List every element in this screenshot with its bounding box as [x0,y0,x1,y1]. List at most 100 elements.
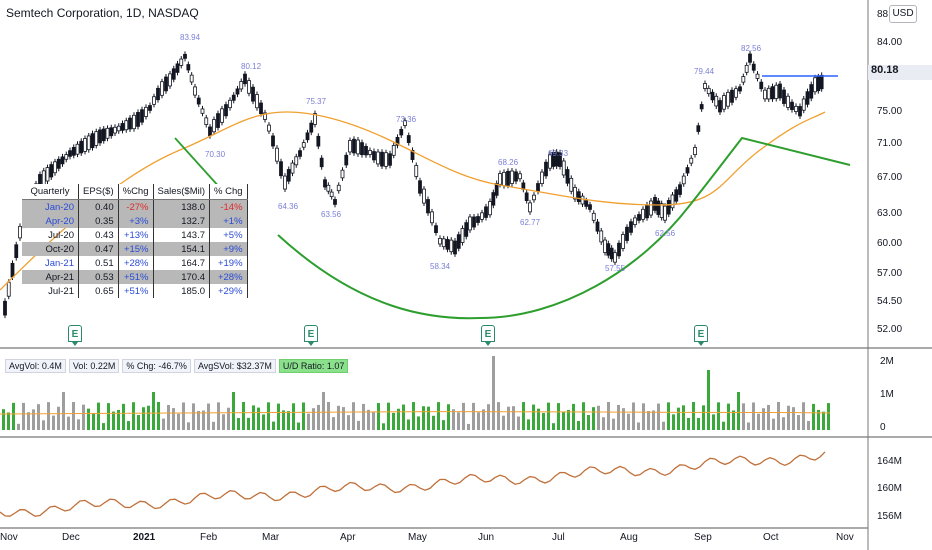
volume-bar [362,403,365,430]
volume-bar [232,392,235,430]
candle-body [670,194,675,209]
candle-body [748,53,752,63]
candle-body [71,147,76,156]
volume-bar [422,406,425,430]
volume-bar [752,402,755,430]
volume-bar [557,403,560,430]
volume-bar [352,402,355,430]
volume-bar [542,413,545,430]
volume-bar [102,423,105,430]
candle-body [60,156,65,165]
volume-bar [622,408,625,430]
candle-body [183,53,187,59]
candle-body [376,151,380,165]
quarter-cell: Jan-20 [22,199,79,214]
volume-bar [392,412,395,430]
volume-bar [492,356,495,430]
candle-body [472,216,476,228]
table-row: Apr-21 0.53 +51% 170.4 +28% [22,270,248,284]
candle-body [286,169,291,182]
sales-change-cell: +28% [209,270,248,284]
volume-bar [147,405,150,430]
candle-body [666,200,671,215]
price-axis-label: 54.50 [877,296,903,307]
candle-body [494,183,499,196]
candle-body [329,191,334,197]
candle-body [524,192,529,202]
candle-body [189,74,194,83]
candle-body [476,216,480,223]
volume-bar [187,422,190,430]
candle-body [659,203,664,218]
candle-body [86,135,91,151]
volume-bar [22,402,25,430]
volume-bar [607,402,610,430]
earnings-marker-icon[interactable]: E [694,325,708,346]
candle-body [344,154,349,166]
volume-bar [707,370,710,430]
volume-bar [427,406,430,430]
volume-bar [697,417,700,430]
eps-change-cell: -27% [118,199,154,214]
volume-bar [792,407,795,430]
price-axis-label: 75.00 [877,106,903,117]
candle-body [105,127,110,139]
candle-body [6,281,11,297]
eps-change-cell: +3% [118,214,154,228]
volume-bar [217,402,220,430]
sales-cell: 185.0 [153,284,211,298]
rs-axis-label: 164M [877,456,903,467]
candle-body [193,86,197,96]
volume-bar [602,417,605,430]
candle-body [75,143,80,155]
candle-body [10,262,15,278]
candle-body [352,138,356,154]
candle-body [267,124,271,132]
candle-body [116,125,121,132]
volume-bar [12,402,15,430]
volume-bar [182,402,185,430]
price-peak-label: 82.56 [741,44,762,53]
volume-bar [287,411,290,430]
sales-cell: 164.7 [153,256,211,270]
earnings-marker-icon[interactable]: E [304,325,318,346]
candle-body [809,84,814,99]
table-row: Jan-20 0.40 -27% 138.0 -14% [22,199,248,214]
candle-body [216,113,220,128]
candle-body [540,171,544,185]
currency-button[interactable]: USD [889,5,917,23]
candle-body [98,129,102,144]
price-trough-label: 62.77 [520,218,541,227]
sales-change-cell: +29% [209,284,248,298]
volume-bar [577,420,580,430]
sales-cell: 143.7 [153,228,211,242]
earnings-marker-icon[interactable]: E [68,325,82,346]
candle-body [434,225,438,234]
candle-body [510,170,514,184]
volume-bar [157,402,160,430]
candle-body [372,151,376,161]
candle-body [220,108,224,123]
earnings-marker-icon[interactable]: E [481,325,495,346]
candle-body [171,68,176,80]
candle-body [235,88,240,95]
candle-body [380,151,384,167]
candle-body [290,162,295,174]
candle-body [491,192,496,206]
candle-body [480,212,484,220]
volume-bar [722,421,725,430]
candle-body [56,158,61,169]
price-axis-label: 88 [877,9,889,20]
candle-body [751,63,756,71]
candle-body [738,86,742,92]
quarter-cell: Jul-20 [22,228,79,242]
candle-body [364,146,368,156]
volume-bar [627,413,630,430]
volume-bar [567,409,570,430]
price-peak-label: 80.12 [241,62,262,71]
volume-bar [117,409,120,430]
volume-bar [257,407,260,430]
table-row: Oct-20 0.47 +15% 154.1 +9% [22,242,248,256]
volume-bar [642,403,645,430]
candle-body [309,122,314,133]
